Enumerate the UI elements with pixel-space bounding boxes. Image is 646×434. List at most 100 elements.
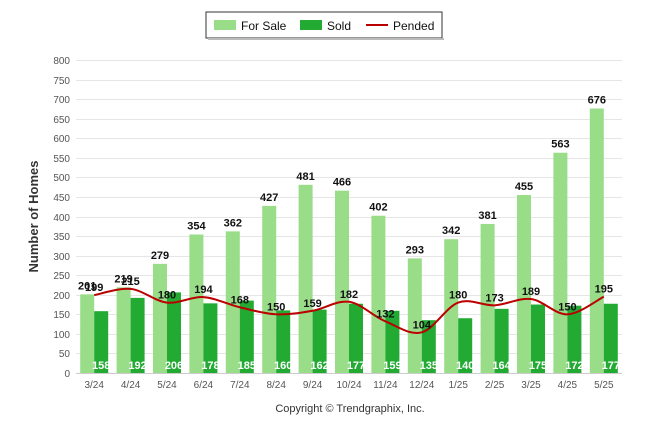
y-tick-label: 800	[53, 56, 70, 67]
y-axis-label: Number of Homes	[26, 161, 41, 273]
y-tick-label: 450	[53, 193, 70, 204]
sold-bar	[567, 305, 582, 373]
for-sale-bar	[371, 215, 386, 373]
for-sale-bar	[153, 263, 167, 373]
sold-bar	[239, 300, 254, 373]
pended-data-label: 189	[522, 286, 540, 298]
x-tick-label: 5/24	[157, 380, 177, 391]
y-tick-label: 0	[64, 369, 70, 380]
x-tick-label: 12/24	[409, 380, 434, 391]
sold-data-label: 160	[274, 360, 292, 372]
for-sale-bar	[298, 184, 313, 373]
for-sale-data-label: 362	[224, 217, 242, 229]
x-tick-label: 8/24	[266, 380, 286, 391]
legend-swatch-sold	[300, 20, 322, 30]
for-sale-bar	[225, 231, 240, 373]
for-sale-data-label: 676	[588, 95, 606, 107]
sold-data-label: 177	[347, 360, 365, 372]
for-sale-data-labels: 201 219 279 354 362 427 481 466 402 293 342 381 455 5…	[78, 95, 606, 293]
for-sale-data-label: 563	[551, 139, 569, 151]
for-sale-data-label: 201	[78, 280, 96, 292]
x-tick-label: 2/25	[485, 380, 505, 391]
x-tick-label: 10/24	[336, 380, 361, 391]
pended-data-label: 132	[376, 308, 394, 320]
for-sale-bar	[407, 258, 422, 373]
sold-data-label: 159	[383, 360, 401, 372]
y-tick-label: 350	[53, 232, 70, 243]
pended-data-label: 215	[121, 276, 139, 288]
x-tick-label: 6/24	[194, 380, 214, 391]
sold-data-label: 178	[201, 360, 219, 372]
pended-data-label: 173	[485, 292, 503, 304]
pended-line	[94, 287, 605, 334]
for-sale-data-label: 455	[515, 181, 533, 193]
sold-bar	[312, 309, 327, 373]
legend-label-pended: Pended	[393, 19, 434, 33]
pended-data-label: 180	[158, 290, 176, 302]
x-tick-label: 4/25	[558, 380, 578, 391]
y-tick-label: 200	[53, 291, 70, 302]
y-tick-label: 100	[53, 330, 70, 341]
pended-data-label: 194	[194, 284, 213, 296]
for-sale-bar	[189, 234, 204, 373]
for-sale-data-label: 381	[478, 210, 496, 222]
for-sale-bar	[553, 152, 568, 373]
pended-data-label: 150	[558, 301, 576, 313]
y-tick-label: 600	[53, 134, 70, 145]
sold-data-label: 164	[492, 360, 511, 372]
sold-bar	[458, 318, 473, 373]
sold-data-label: 135	[420, 360, 438, 372]
x-tick-label: 9/24	[303, 380, 323, 391]
for-sale-bar	[335, 190, 349, 373]
x-tick-label: 7/24	[230, 380, 250, 391]
sold-data-label: 140	[456, 360, 474, 372]
legend-shadow	[208, 38, 444, 40]
x-tick-label: 5/25	[594, 380, 614, 391]
y-tick-label: 50	[59, 349, 71, 360]
pended-data-label: 168	[231, 294, 249, 306]
y-tick-label: 250	[53, 271, 70, 282]
sold-bar	[167, 292, 181, 373]
sold-data-label: 177	[602, 360, 620, 372]
sold-bar	[276, 310, 291, 373]
x-tick-label: 3/25	[521, 380, 541, 391]
for-sale-data-label: 402	[369, 202, 387, 214]
pended-data-label: 199	[85, 282, 103, 294]
sold-bar	[130, 297, 145, 373]
sold-bar	[203, 303, 218, 373]
for-sale-bar	[517, 194, 531, 373]
pended-data-labels: 199 215 180 194 168 150 159 182 132 104 180 173 189 1…	[85, 276, 613, 331]
sold-data-label: 192	[128, 360, 146, 372]
legend-label-for-sale: For Sale	[241, 19, 287, 33]
legend-swatch-for-sale	[214, 20, 236, 30]
pended-data-label: 180	[449, 290, 467, 302]
sold-bar	[603, 303, 618, 373]
sold-bars	[94, 292, 618, 373]
y-tick-label: 400	[53, 213, 70, 224]
for-sale-data-label: 293	[406, 244, 424, 256]
x-tick-label: 1/25	[448, 380, 468, 391]
for-sale-bars	[80, 108, 604, 373]
for-sale-bar	[262, 205, 277, 373]
pended-data-label: 195	[595, 284, 613, 296]
for-sale-data-label: 466	[333, 177, 351, 189]
for-sale-bar	[589, 108, 604, 373]
sold-data-label: 172	[565, 360, 583, 372]
pended-data-label: 104	[413, 319, 432, 331]
pended-data-label: 159	[303, 298, 321, 310]
sold-data-label: 185	[238, 360, 256, 372]
for-sale-data-label: 481	[296, 171, 314, 183]
for-sale-data-label: 279	[151, 250, 169, 262]
pended-data-label: 150	[267, 301, 285, 313]
y-tick-label: 500	[53, 173, 70, 184]
for-sale-bar	[80, 294, 95, 373]
sold-data-label: 206	[165, 360, 183, 372]
sold-bar	[94, 311, 109, 373]
y-tick-label: 700	[53, 95, 70, 106]
for-sale-bar	[480, 223, 495, 373]
x-tick-label: 3/24	[84, 380, 104, 391]
sold-bar	[349, 303, 363, 373]
sold-data-label: 175	[529, 360, 547, 372]
sold-data-label: 162	[310, 360, 328, 372]
